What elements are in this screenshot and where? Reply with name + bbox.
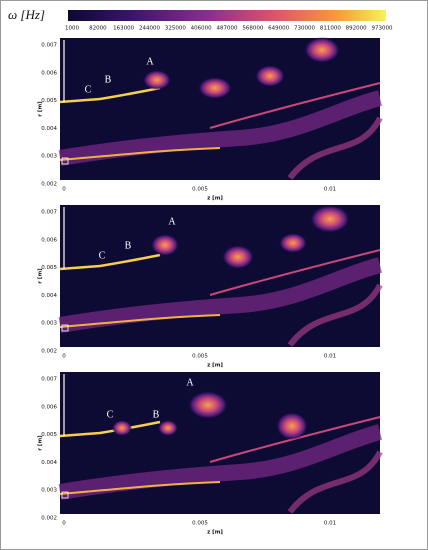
x-tick-label: 0.01 (324, 521, 336, 527)
annotation: C (107, 409, 114, 420)
y-tick-label: 0.007 (41, 377, 57, 383)
nozzle-lip (61, 324, 69, 332)
colorbar (68, 10, 386, 21)
panel: 0.007 0.006 0.005 0.004 0.003 0.002 r [m] 0 0.00… (38, 372, 383, 536)
annotation: A (186, 377, 194, 388)
vortex (151, 234, 179, 256)
y-tick-label: 0.003 (41, 321, 57, 327)
panel: 0.007 0.006 0.005 0.004 0.003 0.002 r [m] 0 0.00… (38, 205, 383, 369)
vortex (198, 77, 232, 99)
y-tick-label: 0.006 (41, 404, 57, 410)
colorbar-tick: 406000 (191, 26, 212, 32)
colorbar-tick: 973000 (372, 26, 393, 32)
x-tick-label: 0 (62, 354, 66, 360)
annotation: B (153, 409, 160, 420)
vortex (158, 420, 178, 436)
colorbar-tick: 811000 (320, 26, 341, 32)
y-tick-label: 0.006 (41, 70, 57, 76)
x-tick-label: 0.005 (192, 187, 208, 193)
annotation: A (168, 216, 176, 227)
x-axis-label: z [m] (207, 196, 223, 202)
x-axis-label: z [m] (207, 530, 223, 536)
vortex (188, 391, 228, 419)
mixing-band (58, 90, 383, 166)
annotation: A (146, 56, 154, 67)
y-tick-label: 0.007 (41, 43, 57, 49)
y-tick-label: 0.004 (41, 293, 57, 299)
mixing-band (58, 424, 383, 500)
y-tick-label: 0.002 (41, 516, 57, 522)
annotation: B (125, 240, 132, 251)
colorbar-label: ω [Hz] (8, 7, 45, 22)
colorbar-tick: 892000 (346, 26, 367, 32)
vortex (143, 70, 171, 90)
vortex (222, 245, 254, 269)
colorbar-tick: 82000 (89, 26, 107, 32)
vortex (276, 412, 308, 440)
colorbar-tick: 487000 (217, 26, 238, 32)
vortex (304, 37, 340, 63)
wake (287, 116, 383, 180)
colorbar-tick: 163000 (113, 26, 134, 32)
colorbar-tick: 325000 (165, 26, 186, 32)
mixing-band (58, 257, 383, 333)
colorbar-tick: 649000 (268, 26, 289, 32)
y-tick-label: 0.003 (41, 488, 57, 494)
y-tick-label: 0.005 (41, 265, 57, 271)
colorbar-tick: 244000 (139, 26, 160, 32)
x-tick-label: 0.01 (324, 187, 336, 193)
y-tick-label: 0.004 (41, 460, 57, 466)
annotation: C (85, 84, 92, 95)
nozzle-lip (61, 157, 69, 165)
colorbar-tick: 730000 (294, 26, 315, 32)
y-tick-label: 0.005 (41, 98, 57, 104)
y-tick-label: 0.002 (41, 349, 57, 355)
inner-streak (59, 481, 221, 495)
vortex (310, 205, 350, 233)
y-tick-label: 0.007 (41, 210, 57, 216)
nozzle-lip (61, 491, 69, 499)
y-tick-label: 0.004 (41, 126, 57, 132)
x-tick-label: 0.005 (192, 521, 208, 527)
upper-streak (209, 416, 381, 463)
inner-streak (59, 147, 221, 161)
y-axis-label: r [m] (38, 101, 44, 117)
wake (287, 283, 383, 347)
inner-streak (59, 314, 221, 328)
vortex (112, 420, 132, 436)
y-axis-label: r [m] (38, 435, 44, 451)
upper-streak (209, 249, 381, 296)
colorbar-tick: 1000 (65, 26, 79, 32)
panel: 0.007 0.006 0.005 0.004 0.003 0.002 r [m] 0 0.00… (38, 37, 383, 202)
vortex (279, 233, 307, 253)
x-tick-label: 0 (62, 521, 66, 527)
colorbar-tick: 568000 (242, 26, 263, 32)
y-tick-label: 0.005 (41, 432, 57, 438)
shear-layer (59, 253, 161, 271)
x-tick-label: 0 (62, 187, 66, 193)
y-tick-label: 0.003 (41, 154, 57, 160)
y-axis-label: r [m] (38, 268, 44, 284)
wake (287, 450, 383, 514)
vortex (255, 65, 285, 87)
x-tick-label: 0.01 (324, 354, 336, 360)
y-tick-label: 0.006 (41, 237, 57, 243)
x-axis-label: z [m] (207, 363, 223, 369)
y-tick-label: 0.002 (41, 182, 57, 188)
annotation: C (99, 250, 106, 261)
panels: 0.007 0.006 0.005 0.004 0.003 0.002 r [m] 0 0.00… (38, 37, 383, 536)
upper-streak (209, 82, 381, 129)
annotation: B (105, 74, 112, 85)
x-tick-label: 0.005 (192, 354, 208, 360)
